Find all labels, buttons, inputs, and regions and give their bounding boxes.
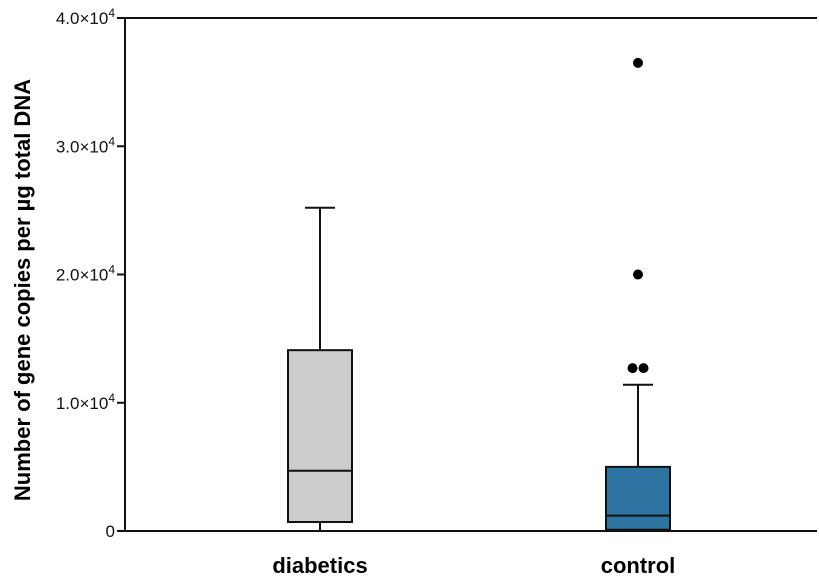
- box-iqr: [605, 465, 671, 531]
- boxes: [287, 57, 671, 532]
- outlier-point: [633, 57, 643, 68]
- x-axis-labels: diabetics control: [272, 553, 675, 578]
- y-tick-label: 3.0×104: [56, 134, 115, 156]
- axes: [124, 17, 817, 532]
- box-iqr: [287, 349, 353, 524]
- y-tick-label-exponent: 4: [108, 134, 115, 148]
- y-tick-label-base: 3.0×10: [56, 137, 108, 156]
- box-diabetics: [287, 206, 353, 532]
- y-tick-label-base: 2.0×10: [56, 266, 108, 285]
- x-category-label: diabetics: [272, 553, 367, 578]
- outlier-point: [638, 363, 649, 374]
- outlier-point: [633, 269, 643, 280]
- x-category-label: control: [601, 553, 676, 578]
- y-tick-label-exponent: 4: [108, 391, 115, 405]
- y-tick-label: 4.0×104: [56, 6, 115, 28]
- y-tick-label-base: 4.0×10: [56, 9, 108, 28]
- y-axis-title: Number of gene copies per µg total DNA: [10, 79, 35, 501]
- y-tick-label-exponent: 4: [108, 6, 115, 20]
- outlier-point: [627, 363, 638, 374]
- box-control: [605, 57, 671, 532]
- y-tick-label-exponent: 4: [108, 263, 115, 277]
- y-tick-label: 0: [106, 522, 115, 541]
- y-tick-label-base: 1.0×10: [56, 394, 108, 413]
- y-tick-label: 2.0×104: [56, 263, 115, 285]
- y-tick-label: 1.0×104: [56, 391, 115, 413]
